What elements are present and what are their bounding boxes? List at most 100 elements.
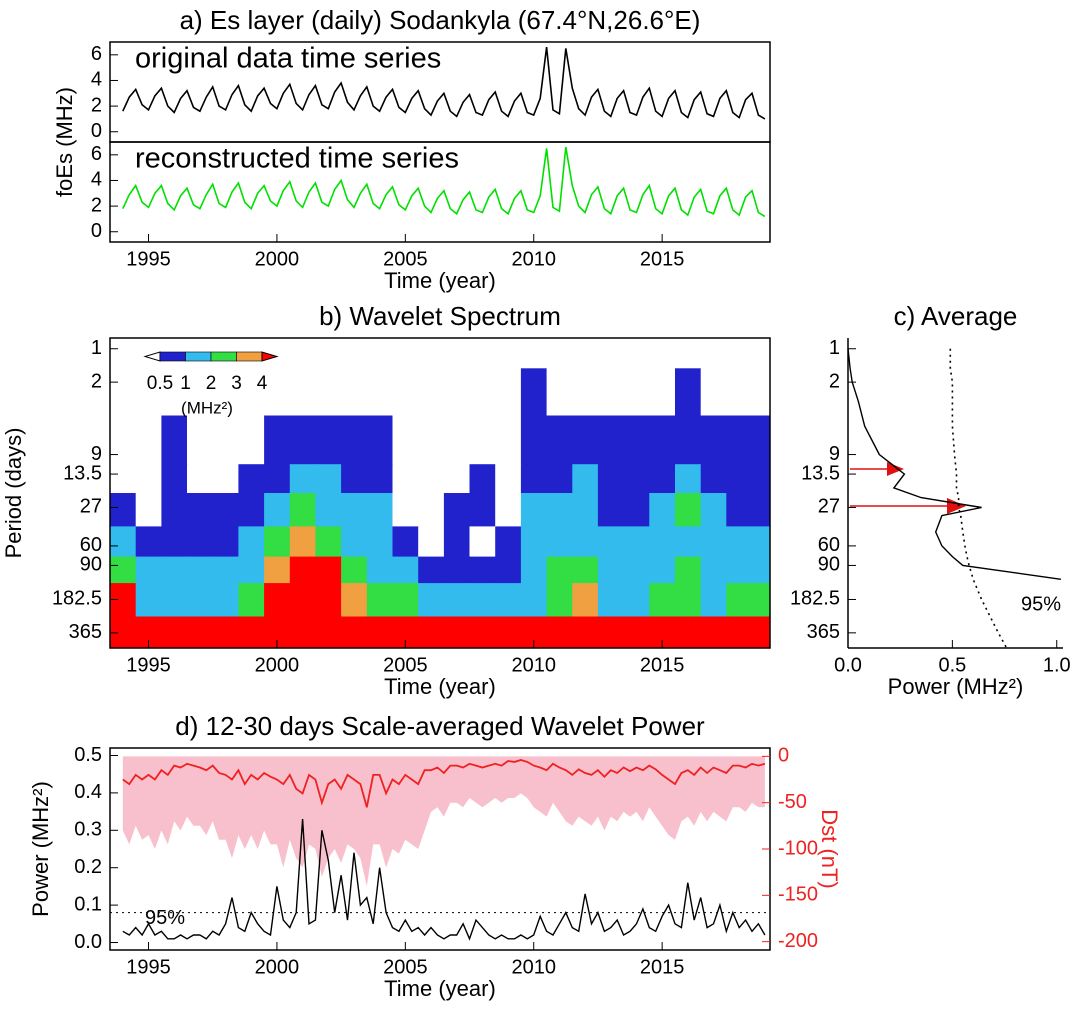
panel-title: d) 12-30 days Scale-averaged Wavelet Pow…	[175, 711, 705, 741]
y-tick-label: 2	[91, 94, 102, 116]
heatmap-cell	[752, 493, 770, 527]
y-tick-label: 0.5	[74, 744, 102, 766]
heatmap-cell	[700, 368, 727, 417]
heatmap-cell	[623, 526, 650, 558]
x-tick-label: 0.0	[834, 654, 862, 676]
heatmap-cell	[212, 583, 239, 618]
heatmap-cell	[546, 368, 573, 417]
y-tick-label: 6	[91, 43, 102, 65]
y-tick-label: 0.1	[74, 893, 102, 915]
heatmap-cell	[392, 368, 419, 417]
heatmap-cell	[520, 368, 548, 417]
heatmap-cell	[135, 415, 162, 465]
heatmap-cell	[726, 556, 753, 584]
y-tick-label: -150	[778, 884, 818, 906]
x-axis-label: Time (year)	[384, 268, 496, 293]
y-tick-label: 60	[818, 534, 840, 556]
heatmap-cell	[572, 464, 599, 494]
y-tick-label: 0	[778, 745, 789, 767]
heatmap-cell	[649, 493, 676, 527]
heatmap-cell	[700, 616, 727, 648]
colorbar-tick-label: 1	[180, 373, 191, 394]
heatmap-cell	[238, 415, 265, 465]
colorbar-tick-label: 2	[206, 373, 217, 394]
x-tick-label: 1995	[126, 248, 171, 270]
significance-line	[949, 348, 1008, 649]
heatmap-cell	[212, 616, 239, 648]
heatmap-cell	[110, 616, 137, 648]
heatmap-cell	[546, 526, 573, 558]
heatmap-cell	[700, 526, 727, 558]
heatmap-cell	[546, 415, 573, 465]
heatmap-cell	[726, 368, 753, 417]
heatmap-cell	[495, 526, 522, 558]
heatmap-cell	[443, 464, 471, 494]
heatmap-cell	[238, 583, 265, 618]
y-tick-label: -100	[778, 837, 818, 859]
heatmap-cell	[700, 464, 727, 494]
heatmap-cell	[110, 464, 137, 494]
heatmap-cell	[675, 526, 702, 558]
heatmap-cell	[623, 583, 650, 618]
arrow-head	[887, 462, 904, 476]
heatmap-cell	[341, 526, 368, 558]
heatmap-cell	[366, 556, 394, 584]
x-axis-label: Power (MHz²)	[888, 674, 1024, 699]
heatmap-cell	[315, 464, 342, 494]
heatmap-cell	[315, 368, 342, 417]
heatmap-cell	[726, 415, 753, 465]
y-tick-label: 365	[69, 621, 102, 643]
heatmap-cell	[418, 526, 445, 558]
heatmap-cell	[443, 493, 471, 527]
y-tick-label: 4	[91, 69, 102, 91]
heatmap-cell	[495, 556, 522, 584]
heatmap-cell	[187, 368, 214, 417]
series-line	[122, 819, 766, 941]
heatmap-cell	[623, 368, 650, 417]
x-tick-label: 1995	[126, 654, 171, 676]
heatmap-cell	[418, 464, 445, 494]
heatmap-cell	[597, 464, 625, 494]
heatmap-cell	[443, 368, 471, 417]
heatmap-cell	[469, 415, 496, 465]
heatmap-cell	[366, 368, 394, 417]
heatmap-cell	[649, 583, 676, 618]
x-tick-label: 1.0	[1043, 654, 1071, 676]
heatmap-cell	[238, 368, 265, 417]
heatmap-cell	[212, 415, 239, 465]
y-tick-label: 2	[91, 370, 102, 392]
heatmap-cell	[623, 415, 650, 465]
heatmap-cell	[315, 415, 342, 465]
heatmap-cell	[315, 556, 342, 584]
heatmap-cell	[212, 493, 239, 527]
series-line	[122, 759, 766, 808]
y-axis-label: Dst (nT)	[817, 809, 842, 888]
heatmap-cell	[392, 583, 419, 618]
heatmap-cell	[289, 583, 317, 618]
heatmap-cell	[546, 583, 573, 618]
heatmap-cell	[597, 493, 625, 527]
heatmap-cell	[187, 583, 214, 618]
heatmap-cell	[187, 526, 214, 558]
heatmap-cell	[752, 368, 770, 417]
heatmap-cell	[289, 616, 317, 648]
heatmap-cell	[520, 464, 548, 494]
heatmap-cell	[366, 464, 394, 494]
heatmap-cell	[520, 556, 548, 584]
heatmap-cell	[418, 368, 445, 417]
heatmap-cell	[110, 526, 137, 558]
x-tick-label: 2010	[511, 654, 556, 676]
annotation: 95%	[1021, 593, 1061, 615]
heatmap-cell	[469, 464, 496, 494]
heatmap-cell	[135, 556, 162, 584]
heatmap-cell	[341, 415, 368, 465]
heatmap-cell	[161, 616, 188, 648]
heatmap-cell	[161, 556, 188, 584]
peak-arrows	[850, 462, 966, 514]
x-tick-label: 0.5	[938, 654, 966, 676]
heatmap-cell	[597, 415, 625, 465]
x-tick-label: 2010	[511, 248, 556, 270]
y-tick-label: 2	[91, 194, 102, 216]
heatmap-cell	[546, 616, 573, 648]
colorbar-tick-label: 0.5	[147, 373, 173, 394]
